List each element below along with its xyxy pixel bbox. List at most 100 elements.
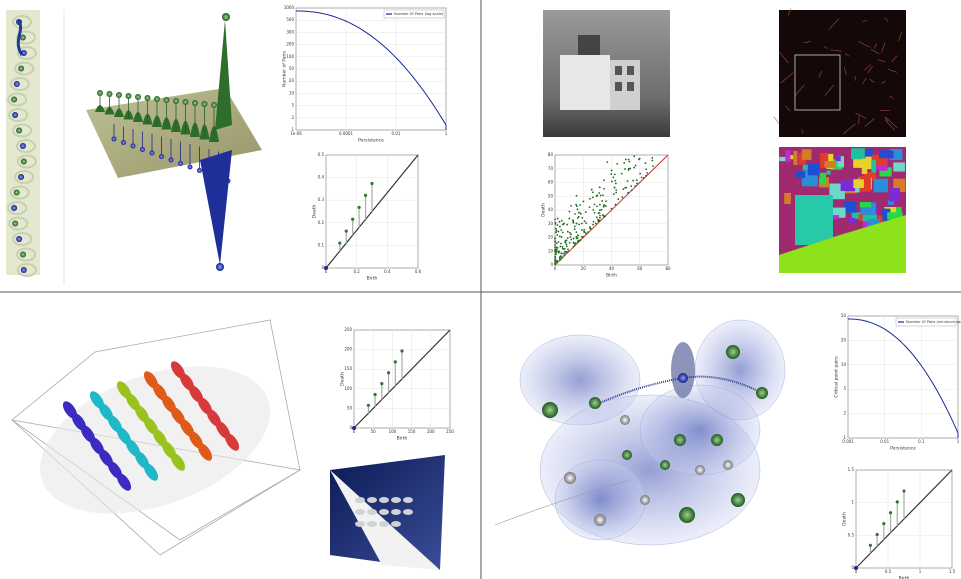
x-tick-label: 0 — [325, 269, 328, 274]
critical-point — [731, 493, 745, 507]
minimum — [216, 263, 224, 271]
window — [627, 82, 634, 91]
y-tick-label: 0.2 — [318, 220, 325, 225]
edge — [824, 84, 835, 96]
x-tick-label: 80 — [665, 266, 671, 271]
pair — [344, 229, 348, 233]
pair — [625, 186, 628, 189]
pair — [592, 220, 595, 223]
bone — [391, 509, 401, 515]
pair — [554, 256, 557, 259]
pair — [587, 231, 590, 234]
pair — [554, 244, 556, 246]
spike-up — [215, 20, 232, 130]
pair — [651, 157, 654, 159]
bone — [355, 509, 365, 515]
x-tick-label: 60 — [637, 266, 643, 271]
pair — [400, 349, 404, 353]
pair — [575, 205, 578, 208]
edge — [884, 119, 896, 131]
pair — [610, 173, 613, 176]
pair — [602, 194, 604, 197]
pair — [554, 250, 556, 253]
pair — [569, 236, 572, 238]
illustrations — [6, 8, 906, 570]
pair — [622, 188, 625, 191]
y-tick-label: 0 — [321, 265, 324, 270]
pair — [645, 174, 647, 177]
pair — [595, 195, 598, 197]
pair — [565, 243, 568, 246]
pair — [579, 212, 582, 215]
pair — [597, 212, 600, 215]
pair — [605, 200, 607, 203]
maximum — [173, 98, 179, 104]
volume-box — [330, 470, 440, 570]
pair — [577, 215, 580, 218]
pair — [581, 216, 584, 219]
segment — [779, 156, 788, 162]
separatrix — [494, 479, 631, 526]
pair — [573, 225, 576, 228]
pair — [616, 163, 619, 165]
pair — [623, 162, 626, 164]
pair — [555, 231, 557, 234]
halo — [12, 232, 33, 246]
y-tick-label: 5 — [843, 386, 846, 391]
pair — [589, 227, 591, 230]
pair — [561, 231, 564, 234]
edge — [787, 8, 792, 16]
critical-point — [11, 96, 18, 103]
pair — [644, 162, 647, 165]
segment — [851, 148, 865, 160]
halo — [16, 263, 37, 277]
critical-point — [13, 189, 20, 196]
lobe — [671, 342, 695, 398]
critical-point — [19, 34, 26, 41]
critical-point — [12, 112, 19, 118]
pair — [627, 192, 630, 194]
y-tick-label: 70 — [548, 166, 554, 171]
pair — [570, 238, 573, 241]
segment — [788, 155, 794, 160]
pair — [592, 223, 594, 226]
pair — [612, 193, 615, 195]
pair — [868, 543, 873, 547]
pair — [564, 241, 567, 244]
pair — [568, 210, 571, 213]
minimum — [178, 161, 183, 166]
critical-point — [679, 507, 695, 523]
pair — [599, 214, 601, 217]
pair — [610, 207, 613, 210]
edge — [818, 70, 823, 78]
pair — [580, 229, 583, 232]
pair — [600, 208, 603, 211]
bone — [379, 521, 389, 527]
edge — [870, 48, 880, 55]
halo — [16, 154, 37, 169]
pair — [373, 392, 377, 397]
edge — [843, 123, 856, 135]
x-tick-label: 0 — [353, 429, 356, 434]
bone — [170, 453, 186, 471]
pair — [580, 222, 583, 225]
bone — [379, 497, 389, 503]
pair — [573, 228, 576, 230]
critical-point — [542, 402, 558, 418]
x-tick-label: 0.1 — [918, 439, 925, 444]
edge — [801, 129, 804, 134]
edge — [881, 80, 886, 85]
edge — [844, 53, 850, 57]
edge — [779, 52, 789, 64]
bone — [224, 433, 240, 451]
pair — [592, 209, 595, 211]
y-tick-label: 50 — [841, 313, 847, 318]
pair — [556, 259, 558, 262]
pair — [599, 203, 601, 206]
edge — [785, 105, 791, 112]
segment — [793, 150, 798, 165]
pair — [576, 234, 579, 237]
y-tick-label: 20 — [548, 235, 554, 240]
halo — [9, 77, 30, 91]
minimum — [111, 136, 117, 142]
